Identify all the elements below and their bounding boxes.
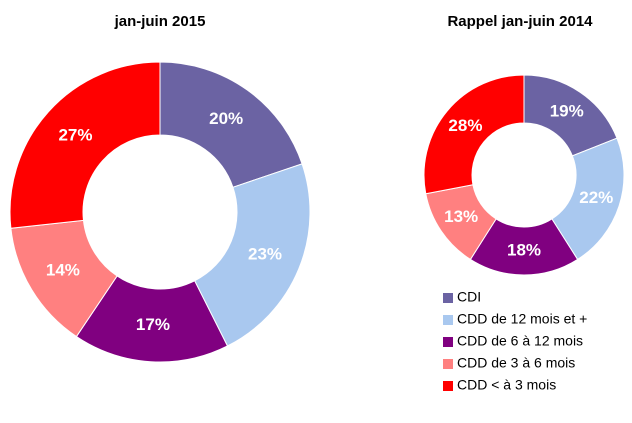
chart-title: Rappel jan-juin 2014 xyxy=(447,13,593,30)
legend-swatch xyxy=(443,381,453,391)
data-label: 14% xyxy=(46,260,80,279)
data-label: 19% xyxy=(550,102,584,121)
data-label: 18% xyxy=(507,240,541,259)
legend-label: CDI xyxy=(457,289,481,305)
data-label: 23% xyxy=(248,245,282,264)
donut-slice xyxy=(423,74,525,195)
legend-swatch xyxy=(443,359,453,369)
donut-slice xyxy=(9,61,161,229)
legend-swatch xyxy=(443,293,453,303)
data-label: 28% xyxy=(448,116,482,135)
data-label: 20% xyxy=(209,109,243,128)
donut-slice xyxy=(551,137,625,261)
legend-label: CDD de 3 à 6 mois xyxy=(457,355,575,371)
legend-swatch xyxy=(443,337,453,347)
data-label: 17% xyxy=(136,315,170,334)
legend-label: CDD de 12 mois et + xyxy=(457,311,587,327)
legend-label: CDD de 6 à 12 mois xyxy=(457,333,583,349)
donut-slice xyxy=(193,163,311,347)
chart-title: jan-juin 2015 xyxy=(114,13,206,30)
legend-label: CDD < à 3 mois xyxy=(457,377,556,393)
data-label: 27% xyxy=(58,126,92,145)
donut-slice xyxy=(159,61,303,188)
legend-swatch xyxy=(443,315,453,325)
data-label: 13% xyxy=(444,207,478,226)
data-label: 22% xyxy=(579,188,613,207)
